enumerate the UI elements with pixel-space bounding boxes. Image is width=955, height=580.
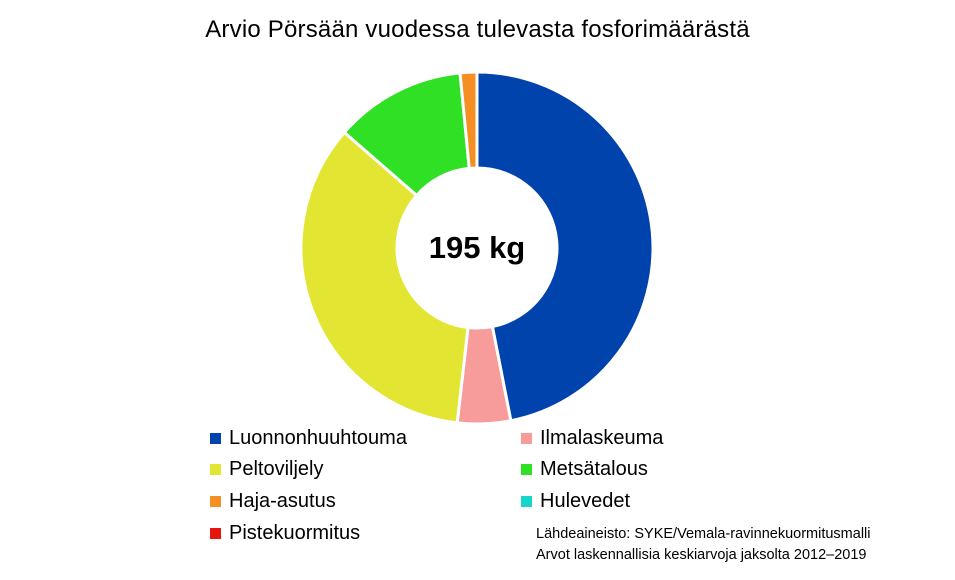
legend-swatch-metsatalous bbox=[521, 463, 532, 475]
legend-label-peltoviljely: Peltoviljely bbox=[229, 457, 324, 480]
center-total-label: 195 kg bbox=[429, 230, 526, 265]
source-line-1: Lähdeaineisto: SYKE/Vemala-ravinnekuormi… bbox=[536, 526, 871, 542]
donut-slices bbox=[299, 70, 655, 426]
legend-swatch-ilmalaskeuma bbox=[521, 432, 532, 444]
chart-title: Arvio Pörsään vuodessa tulevasta fosfori… bbox=[205, 16, 750, 43]
legend-item-ilmalaskeuma: Ilmalaskeuma bbox=[521, 425, 663, 451]
legend-item-hulevedet: Hulevedet bbox=[521, 488, 630, 514]
source-line-2: Arvot laskennallisia keskiarvoja jaksolt… bbox=[536, 547, 867, 563]
legend-item-peltoviljely: Peltoviljely bbox=[210, 456, 323, 482]
legend-swatch-pistekuormitus bbox=[210, 527, 221, 539]
legend-swatch-hulevedet bbox=[521, 495, 532, 507]
legend-label-haja-asutus: Haja-asutus bbox=[229, 489, 336, 512]
legend-swatch-luonnonhuuhtouma bbox=[210, 432, 221, 444]
legend-label-ilmalaskeuma: Ilmalaskeuma bbox=[540, 426, 664, 449]
legend-label-pistekuormitus: Pistekuormitus bbox=[229, 521, 361, 544]
legend-item-pistekuormitus: Pistekuormitus bbox=[210, 520, 360, 546]
slice-peltoviljely bbox=[299, 130, 470, 425]
legend-swatch-peltoviljely bbox=[210, 463, 221, 475]
legend-label-luonnonhuuhtouma: Luonnonhuuhtouma bbox=[229, 426, 407, 449]
legend-label-hulevedet: Hulevedet bbox=[540, 489, 631, 512]
legend-item-haja-asutus: Haja-asutus bbox=[210, 488, 336, 514]
slice-luonnonhuuhtouma bbox=[475, 70, 655, 423]
legend-item-metsatalous: Metsätalous bbox=[521, 456, 648, 482]
slice-haja-asutus bbox=[458, 70, 479, 171]
source-note: Lähdeaineisto: SYKE/Vemala-ravinnekuormi… bbox=[536, 524, 870, 566]
legend-swatch-haja-asutus bbox=[210, 495, 221, 507]
legend-item-luonnonhuuhtouma: Luonnonhuuhtouma bbox=[210, 425, 407, 451]
legend-label-metsatalous: Metsätalous bbox=[540, 457, 648, 480]
